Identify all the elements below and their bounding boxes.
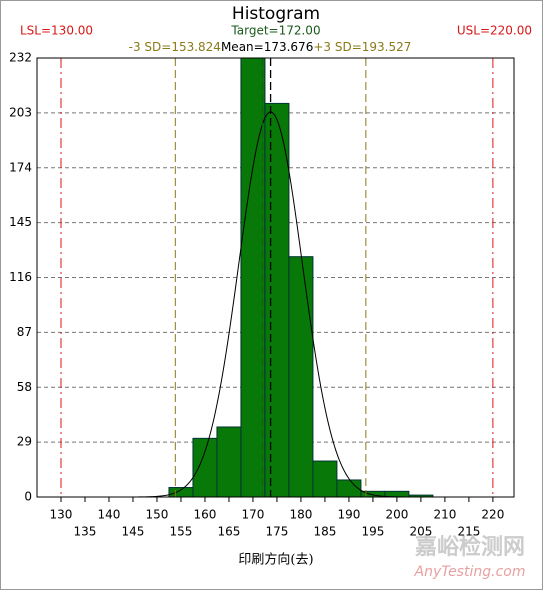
x-tick-label: 165: [217, 525, 240, 539]
y-tick-label: 203: [9, 105, 32, 119]
x-tick-label: 195: [361, 525, 384, 539]
stats-label: -3 SD=153.824Mean=173.676+3 SD=193.527: [129, 40, 412, 54]
x-axis-label: 印刷方向(去): [238, 552, 313, 568]
watermark: 嘉峪检测网: [415, 534, 525, 560]
reference-label: -3 SD=153.824: [129, 40, 221, 54]
x-tick-label: 170: [241, 508, 264, 522]
x-tick-label: 145: [122, 525, 145, 539]
bar: [312, 460, 338, 498]
x-tick-label: 200: [385, 508, 408, 522]
y-tick-label: 145: [9, 215, 32, 229]
y-tick-label: 0: [24, 490, 32, 504]
x-tick-label: 155: [170, 525, 193, 539]
bar: [192, 437, 218, 498]
x-tick-label: 140: [98, 508, 121, 522]
bar: [168, 487, 194, 498]
x-tick-label: 135: [74, 525, 97, 539]
y-tick-label: 29: [17, 435, 32, 449]
x-tick-label: 175: [265, 525, 288, 539]
x-tick-label: 215: [457, 525, 480, 539]
reference-label: Mean=173.676: [221, 40, 313, 54]
y-tick-label: 116: [9, 270, 32, 284]
bar: [336, 479, 362, 498]
x-tick-label: 190: [337, 508, 360, 522]
bar: [264, 102, 290, 498]
x-tick-label: 220: [481, 508, 504, 522]
chart-title: Histogram: [232, 4, 320, 24]
reference-label: LSL=130.00: [20, 24, 93, 38]
y-tick-label: 87: [17, 325, 32, 339]
x-tick-label: 160: [194, 508, 217, 522]
y-tick-label: 232: [9, 51, 32, 65]
x-tick-label: 130: [50, 508, 73, 522]
x-tick-label: 205: [409, 525, 432, 539]
y-tick-label: 58: [17, 380, 32, 394]
bar: [216, 426, 242, 498]
plot-border: [36, 57, 515, 498]
reference-label: USL=220.00: [457, 24, 532, 38]
x-tick-label: 210: [433, 508, 456, 522]
y-tick-label: 174: [9, 160, 32, 174]
reference-label: Target=172.00: [230, 24, 320, 38]
x-tick-label: 185: [313, 525, 336, 539]
x-tick-label: 150: [146, 508, 169, 522]
reference-label: +3 SD=193.527: [313, 40, 411, 54]
bar: [288, 256, 314, 498]
x-tick-label: 180: [289, 508, 312, 522]
bar: [240, 57, 266, 498]
watermark: AnyTesting.com: [414, 564, 526, 580]
